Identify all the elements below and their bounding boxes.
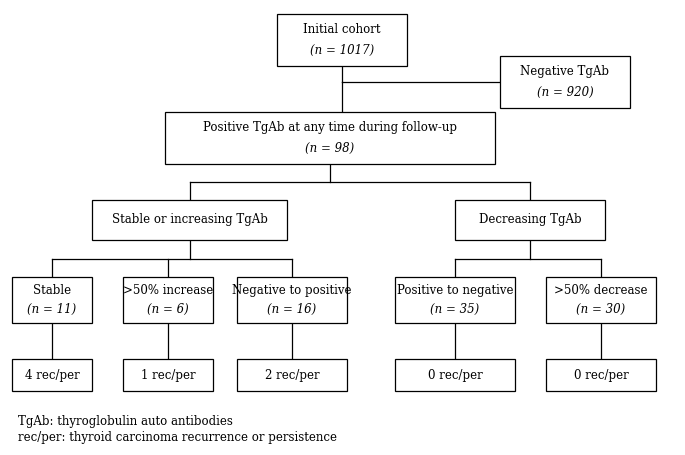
Text: (n = 11): (n = 11) [27, 303, 77, 316]
Text: 2 rec/per: 2 rec/per [264, 369, 319, 381]
Text: Negative TgAb: Negative TgAb [521, 65, 610, 78]
Text: Stable: Stable [33, 284, 71, 297]
Text: (n = 1017): (n = 1017) [310, 45, 374, 57]
FancyBboxPatch shape [237, 359, 347, 391]
FancyBboxPatch shape [123, 277, 213, 323]
FancyBboxPatch shape [455, 200, 605, 240]
Text: (n = 98): (n = 98) [306, 142, 355, 156]
Text: (n = 6): (n = 6) [147, 303, 189, 316]
Text: Initial cohort: Initial cohort [303, 23, 381, 35]
Text: 1 rec/per: 1 rec/per [140, 369, 195, 381]
FancyBboxPatch shape [123, 359, 213, 391]
FancyBboxPatch shape [500, 56, 630, 108]
Text: rec/per: thyroid carcinoma recurrence or persistence: rec/per: thyroid carcinoma recurrence or… [18, 431, 337, 444]
Text: Decreasing TgAb: Decreasing TgAb [479, 213, 582, 227]
FancyBboxPatch shape [395, 277, 515, 323]
FancyBboxPatch shape [92, 200, 288, 240]
FancyBboxPatch shape [12, 277, 92, 323]
Text: 0 rec/per: 0 rec/per [573, 369, 628, 381]
FancyBboxPatch shape [12, 359, 92, 391]
Text: (n = 16): (n = 16) [267, 303, 316, 316]
Text: Positive TgAb at any time during follow-up: Positive TgAb at any time during follow-… [203, 121, 457, 134]
FancyBboxPatch shape [165, 112, 495, 164]
FancyBboxPatch shape [237, 277, 347, 323]
Text: TgAb: thyroglobulin auto antibodies: TgAb: thyroglobulin auto antibodies [18, 415, 233, 428]
Text: >50% decrease: >50% decrease [554, 284, 648, 297]
Text: Stable or increasing TgAb: Stable or increasing TgAb [112, 213, 268, 227]
Text: 0 rec/per: 0 rec/per [427, 369, 482, 381]
Text: Negative to positive: Negative to positive [232, 284, 352, 297]
Text: Positive to negative: Positive to negative [397, 284, 513, 297]
FancyBboxPatch shape [546, 277, 656, 323]
FancyBboxPatch shape [277, 14, 407, 66]
Text: 4 rec/per: 4 rec/per [25, 369, 79, 381]
Text: (n = 30): (n = 30) [576, 303, 625, 316]
Text: (n = 920): (n = 920) [536, 86, 593, 100]
Text: >50% increase: >50% increase [123, 284, 213, 297]
FancyBboxPatch shape [546, 359, 656, 391]
FancyBboxPatch shape [395, 359, 515, 391]
Text: (n = 35): (n = 35) [430, 303, 480, 316]
